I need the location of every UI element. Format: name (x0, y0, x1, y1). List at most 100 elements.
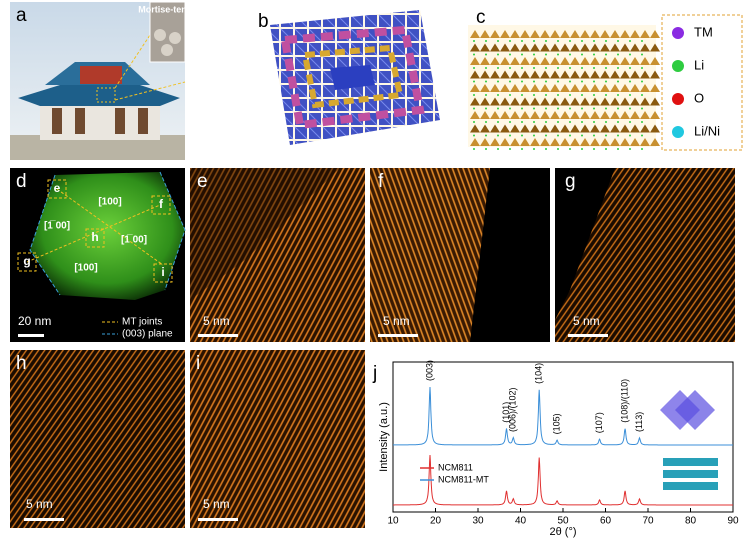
atom (581, 53, 583, 56)
atom (557, 134, 559, 137)
atom (593, 40, 595, 42)
panel-g: 5 nm g (555, 168, 735, 342)
atom (533, 148, 535, 150)
atom (545, 107, 547, 110)
atom (509, 134, 511, 137)
atom (521, 53, 523, 56)
atom (605, 80, 607, 83)
atom (521, 121, 523, 123)
atom (497, 53, 499, 56)
atom (641, 148, 643, 150)
atom (473, 40, 475, 42)
layer (470, 57, 660, 65)
atom (545, 134, 547, 137)
atom (557, 40, 559, 42)
atom (497, 134, 499, 137)
panel-label: e (197, 171, 208, 192)
atom (581, 40, 583, 42)
atom (617, 148, 619, 150)
atom (509, 94, 511, 96)
atom (569, 80, 571, 83)
atom (533, 134, 535, 137)
atom (509, 40, 511, 42)
atom (545, 121, 547, 123)
spectrum (393, 454, 733, 506)
legend-swatch (672, 60, 684, 72)
x-tick-label: 60 (600, 516, 612, 527)
atom (593, 148, 595, 150)
peak-label: (104) (534, 363, 544, 384)
atom (557, 148, 559, 150)
scale-bar-label: 20 nm (18, 314, 51, 328)
atom (629, 53, 631, 56)
peak-label: (105) (551, 413, 561, 434)
x-tick-label: 40 (515, 516, 527, 527)
atom (533, 94, 535, 96)
scale-bar-label: 5 nm (203, 314, 230, 328)
atom (533, 53, 535, 56)
atom (641, 107, 643, 110)
atom (497, 40, 499, 42)
atom (593, 134, 595, 137)
structure-icon (663, 458, 718, 490)
atom (593, 121, 595, 123)
atom (581, 80, 583, 83)
atom (581, 67, 583, 69)
atom (521, 80, 523, 83)
atom (473, 107, 475, 110)
layer (470, 111, 660, 119)
panel-j: 2θ (°) Intensity (a.u.) j 10 20 30 40 50 60 70… (372, 360, 739, 538)
atom-legend: TM Li O Li/Ni (661, 14, 743, 151)
atom (485, 53, 487, 56)
panel-h: 5 nm h (10, 350, 185, 528)
panel-d: e f h g i [100] [1̅ 00] [1̅ 00] [100] 20… (10, 168, 186, 342)
atom (581, 107, 583, 110)
atom (509, 80, 511, 83)
atom (497, 107, 499, 110)
legend-label: MT joints (122, 317, 162, 328)
legend-swatch (672, 27, 684, 39)
legend-label: Li (694, 57, 704, 72)
panel-e: 5 nm e (190, 168, 365, 342)
atom (485, 107, 487, 110)
atom (629, 148, 631, 150)
atom (497, 121, 499, 123)
atom (593, 94, 595, 96)
legend-swatch (672, 126, 684, 138)
atom (473, 148, 475, 150)
atom (593, 67, 595, 69)
x-axis-label: 2θ (°) (549, 526, 576, 538)
structure-icon (660, 390, 715, 430)
panel-label: g (565, 171, 576, 192)
atom (629, 80, 631, 83)
atom (617, 80, 619, 83)
panel-label: d (16, 171, 27, 192)
legend-label: O (694, 90, 704, 105)
layer (470, 138, 660, 146)
atom (557, 80, 559, 83)
atom (473, 134, 475, 137)
panel-f: 5 nm f (370, 168, 550, 342)
atom (581, 134, 583, 137)
atom (569, 67, 571, 69)
atom (629, 134, 631, 137)
y-axis-label: Intensity (a.u.) (378, 402, 390, 472)
panel-b: b (258, 10, 440, 145)
scale-bar-label: 5 nm (573, 314, 600, 328)
x-tick-label: 90 (727, 516, 739, 527)
marker-label: e (54, 181, 61, 195)
marker-label: i (161, 265, 164, 279)
atom (485, 80, 487, 83)
peak-label: (107) (594, 412, 604, 433)
x-tick-label: 10 (387, 516, 399, 527)
marker-label: g (23, 254, 30, 268)
panel-c: c (468, 7, 660, 150)
atom (593, 80, 595, 83)
atom (605, 148, 607, 150)
atom (641, 134, 643, 137)
atom (509, 148, 511, 150)
legend-label: (003) plane (122, 329, 173, 340)
atom (569, 107, 571, 110)
atom (473, 67, 475, 69)
atom (569, 94, 571, 96)
